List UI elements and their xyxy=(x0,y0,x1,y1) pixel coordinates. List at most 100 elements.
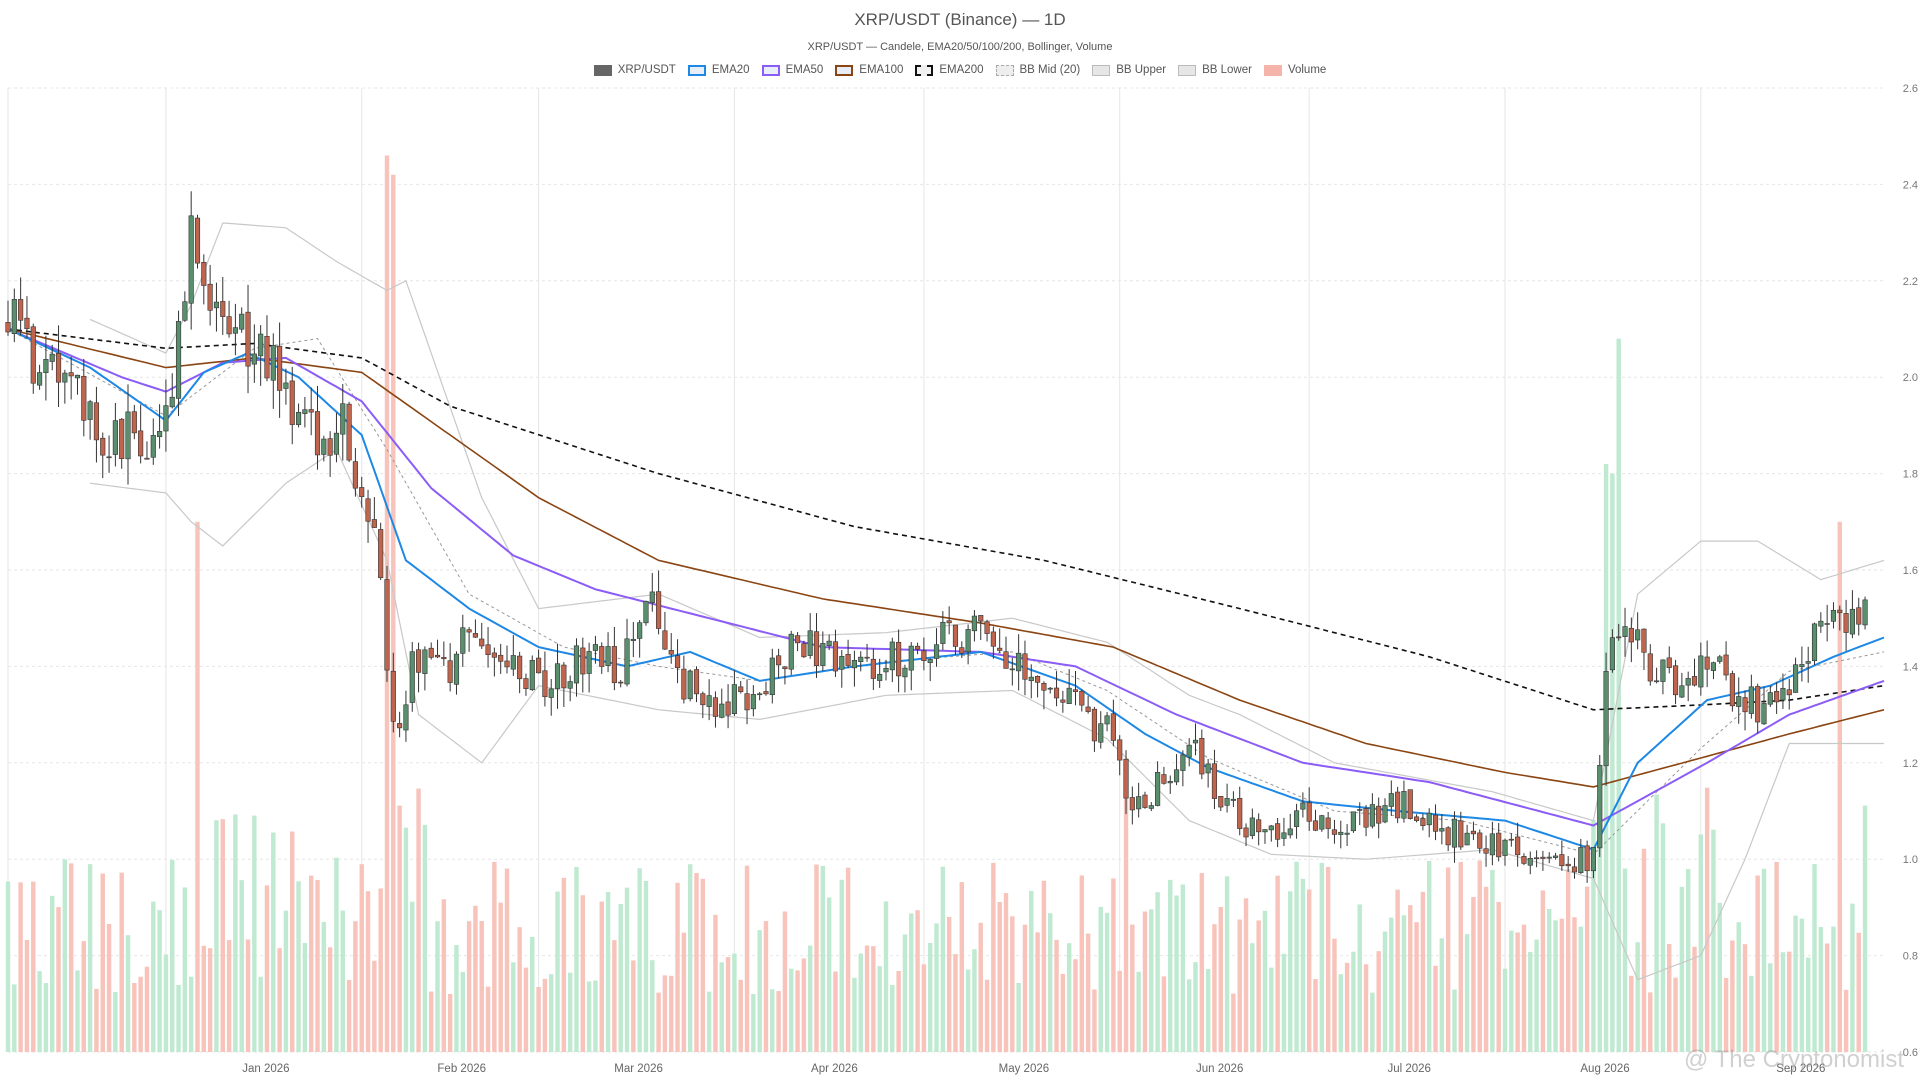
candle-body xyxy=(1192,739,1199,744)
candle-body xyxy=(428,647,434,658)
candle-body xyxy=(1205,763,1211,774)
legend-item[interactable]: BB Upper xyxy=(1092,64,1166,76)
volume-bar xyxy=(706,991,712,1052)
volume-bar xyxy=(1452,989,1457,1052)
candle-body xyxy=(649,591,655,603)
candle-body xyxy=(453,653,460,685)
candle-body xyxy=(1407,789,1413,819)
candle-body xyxy=(1319,815,1325,830)
volume-bar xyxy=(1584,886,1590,1052)
legend-item[interactable]: Volume xyxy=(1263,64,1326,76)
volume-bar xyxy=(845,867,851,1052)
volume-bar xyxy=(1231,993,1236,1052)
volume-bar xyxy=(308,875,314,1052)
volume-bar xyxy=(138,976,143,1052)
volume-bar xyxy=(1692,946,1697,1052)
volume-bar xyxy=(1174,895,1179,1052)
volume-bar xyxy=(321,921,327,1052)
volume-bar xyxy=(1022,924,1028,1052)
candle-body xyxy=(87,401,93,420)
legend-item[interactable]: BB Mid (20) xyxy=(995,64,1080,76)
volume-bar xyxy=(1787,951,1792,1052)
legend-swatch xyxy=(1092,64,1111,76)
candle-body xyxy=(858,656,864,663)
candle-body xyxy=(864,656,870,659)
candle-body xyxy=(1552,855,1559,858)
volume-bar xyxy=(391,174,396,1052)
candle-body xyxy=(62,372,68,383)
candle-body xyxy=(554,663,561,689)
volume-bar xyxy=(1123,762,1129,1052)
candle-body xyxy=(529,659,535,691)
volume-bar xyxy=(1553,920,1558,1052)
volume-bar xyxy=(454,945,459,1052)
legend-item[interactable]: EMA100 xyxy=(835,64,903,76)
volume-bar xyxy=(1224,876,1230,1052)
candle-body xyxy=(921,650,927,661)
legend-item[interactable]: XRP/USDT xyxy=(593,64,676,76)
volume-bar xyxy=(1269,967,1274,1052)
volume-bar xyxy=(151,901,156,1052)
volume-bar xyxy=(1010,916,1015,1052)
volume-bar xyxy=(1818,927,1824,1052)
candle-body xyxy=(1862,599,1868,626)
volume-bar xyxy=(757,930,762,1052)
candle-body xyxy=(1534,857,1540,860)
volume-bar xyxy=(580,895,586,1052)
candle-body xyxy=(1464,832,1470,846)
legend-item[interactable]: EMA50 xyxy=(761,64,823,76)
legend-swatch xyxy=(761,64,780,76)
candle-body xyxy=(1041,682,1047,691)
volume-bar xyxy=(1723,977,1729,1052)
y-tick-label: 0.6 xyxy=(1903,1047,1918,1059)
legend-item[interactable]: BB Lower xyxy=(1178,64,1252,76)
volume-bar xyxy=(1761,868,1767,1052)
candle-body xyxy=(1256,819,1262,833)
legend-item[interactable]: EMA20 xyxy=(687,64,750,76)
candle-body xyxy=(270,345,276,381)
candle-body xyxy=(232,327,238,334)
volume-bar xyxy=(858,953,863,1052)
candle-body xyxy=(832,641,839,672)
volume-bar xyxy=(378,888,383,1052)
volume-bar xyxy=(359,864,364,1052)
y-tick-label: 1.6 xyxy=(1903,565,1918,577)
volume-bar xyxy=(195,521,200,1052)
volume-bar xyxy=(1117,970,1122,1052)
ema50-line xyxy=(7,328,1885,827)
legend-item[interactable]: EMA200 xyxy=(915,64,984,76)
volume-bar xyxy=(1667,944,1672,1052)
volume-bar xyxy=(100,873,105,1052)
volume-bar xyxy=(921,964,927,1052)
candle-body xyxy=(43,359,49,374)
volume-bar xyxy=(1458,862,1464,1052)
candle-body xyxy=(706,695,712,707)
candle-body xyxy=(693,669,700,695)
candle-body xyxy=(441,657,447,660)
candle-body xyxy=(1590,847,1597,872)
candle-body xyxy=(1312,820,1319,831)
candle-body xyxy=(5,322,11,333)
volume-bar xyxy=(1016,982,1021,1052)
candle-body xyxy=(826,640,832,647)
volume-bar xyxy=(157,910,162,1052)
volume-bar xyxy=(782,911,788,1052)
volume-bar xyxy=(883,901,889,1052)
volume-bar xyxy=(770,989,775,1052)
candle-body xyxy=(1199,738,1205,775)
volume-bar xyxy=(1572,917,1577,1052)
candle-body xyxy=(782,666,788,670)
candle-body xyxy=(1420,818,1426,826)
volume-bar xyxy=(820,865,826,1052)
volume-bar xyxy=(656,992,661,1052)
legend-swatch xyxy=(1178,64,1197,76)
candle-body xyxy=(1477,832,1483,849)
candle-body xyxy=(1710,662,1717,671)
candle-body xyxy=(1660,659,1666,682)
candle-body xyxy=(1818,620,1824,627)
volume-bar xyxy=(1862,805,1868,1052)
volume-bar xyxy=(31,881,36,1052)
volume-bar xyxy=(1483,886,1489,1052)
volume-bar xyxy=(1698,834,1704,1052)
volume-bar xyxy=(713,914,718,1052)
